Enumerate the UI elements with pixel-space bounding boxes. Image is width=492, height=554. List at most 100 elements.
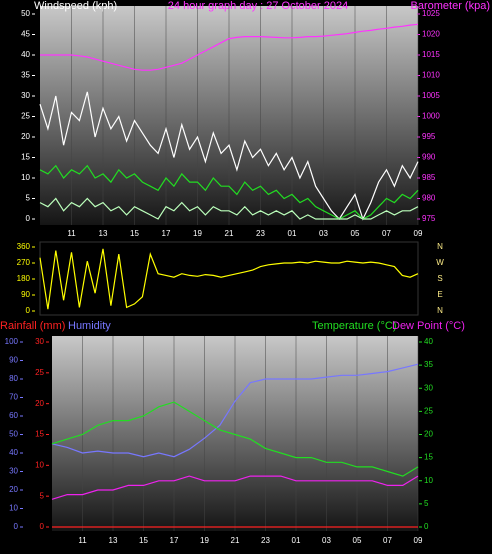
y-tick-label: 270	[17, 258, 31, 267]
chart-title: 24 hour graph day : 27 October 2024	[168, 0, 348, 12]
plot-area	[39, 241, 419, 316]
x-tick-label: 03	[319, 229, 328, 238]
x-tick-label: 11	[78, 536, 87, 545]
series-line	[51, 475, 419, 500]
x-tick-label: 21	[225, 229, 234, 238]
y3-tick-label: 0	[14, 522, 19, 531]
x-tick-label: 15	[130, 229, 139, 238]
x-tick-label: 09	[414, 536, 423, 545]
y-tick-label: 40	[21, 50, 30, 59]
series-line	[51, 401, 419, 477]
x-tick-label: 09	[414, 229, 423, 238]
y3-tick-label: 70	[9, 393, 18, 402]
x-tick-label: 13	[99, 229, 108, 238]
y2-axis-label: Temperature (°C)	[312, 320, 396, 332]
series-line	[39, 197, 419, 220]
y2-tick-label: 980	[422, 194, 436, 203]
y2-tick-label: 985	[422, 173, 436, 182]
y3-tick-label: 10	[9, 504, 18, 513]
y3-tick-label: 100	[5, 337, 19, 346]
y2-tick-label: 990	[422, 153, 436, 162]
y2-tick-label: 1015	[422, 50, 440, 59]
x-tick-label: 07	[383, 536, 392, 545]
y3-tick-label: 20	[9, 485, 18, 494]
y2-tick-label: E	[437, 290, 442, 299]
y2-tick-label: 35	[424, 360, 433, 369]
y-tick-label: 180	[17, 274, 31, 283]
y3-tick-label: 60	[9, 411, 18, 420]
y-axis-label: Windspeed (kph)	[34, 0, 117, 12]
y-tick-label: 15	[35, 430, 44, 439]
x-tick-label: 19	[200, 536, 209, 545]
y2-tick-label: 0	[424, 522, 429, 531]
series-line	[39, 164, 419, 220]
x-tick-label: 23	[256, 229, 265, 238]
y2-tick-label: 1025	[422, 9, 440, 18]
y-tick-label: 0	[26, 214, 31, 223]
y2-tick-label: N	[437, 306, 443, 315]
y2-tick-label: 30	[424, 383, 433, 392]
x-tick-label: 17	[162, 229, 171, 238]
y2-tick-label: 15	[424, 453, 433, 462]
x-tick-label: 01	[292, 536, 301, 545]
y3-tick-label: 80	[9, 374, 18, 383]
y2-tick-label: 995	[422, 132, 436, 141]
y3-tick-label: 90	[9, 356, 18, 365]
y3-tick-label: 50	[9, 430, 18, 439]
y3-axis-label: Humidity	[68, 320, 111, 332]
y2-tick-label: 1000	[422, 112, 440, 121]
y-axis-label: Rainfall (mm)	[0, 320, 65, 332]
y-tick-label: 0	[26, 306, 31, 315]
y2-tick-label: 1010	[422, 71, 440, 80]
x-tick-label: 11	[67, 229, 76, 238]
y3-tick-label: 30	[9, 467, 18, 476]
x-tick-label: 07	[382, 229, 391, 238]
y2-tick-label: 5	[424, 499, 429, 508]
y-tick-label: 50	[21, 9, 30, 18]
y2-tick-label: 25	[424, 406, 433, 415]
x-tick-label: 19	[193, 229, 202, 238]
x-tick-label: 05	[351, 229, 360, 238]
series-line	[39, 248, 419, 310]
x-tick-label: 13	[109, 536, 118, 545]
y-tick-label: 20	[35, 399, 44, 408]
y2-tick-label: 1005	[422, 91, 440, 100]
y-tick-label: 0	[40, 522, 45, 531]
y2-tick-label: S	[437, 274, 442, 283]
y-tick-label: 25	[35, 368, 44, 377]
y3-tick-label: 40	[9, 448, 18, 457]
y-tick-label: 5	[26, 194, 31, 203]
x-tick-label: 21	[231, 536, 240, 545]
y-tick-label: 360	[17, 242, 31, 251]
y-tick-label: 25	[21, 112, 30, 121]
y-tick-label: 5	[40, 491, 45, 500]
y2-tick-label: 10	[424, 476, 433, 485]
x-tick-label: 05	[353, 536, 362, 545]
y-tick-label: 30	[35, 337, 44, 346]
y2-tick-label: N	[437, 242, 443, 251]
y-tick-label: 45	[21, 30, 30, 39]
y2-tick-label: 975	[422, 214, 436, 223]
x-tick-label: 23	[261, 536, 270, 545]
y2-tick-label: 40	[424, 337, 433, 346]
y2-tick-label: 20	[424, 430, 433, 439]
x-tick-label: 03	[322, 536, 331, 545]
y-tick-label: 90	[21, 290, 30, 299]
x-tick-label: 15	[139, 536, 148, 545]
x-tick-label: 01	[288, 229, 297, 238]
y-tick-label: 30	[21, 91, 30, 100]
y2-tick-label: W	[436, 258, 444, 267]
series-line	[51, 363, 419, 458]
y2-tick-label: 1020	[422, 30, 440, 39]
y-tick-label: 10	[21, 173, 30, 182]
x-tick-label: 17	[170, 536, 179, 545]
y-tick-label: 20	[21, 132, 30, 141]
y-tick-label: 35	[21, 71, 30, 80]
y2-axis-label: Dew Point (°C)	[392, 320, 465, 332]
series-line	[40, 23, 419, 71]
series-line	[39, 91, 419, 221]
y-tick-label: 10	[35, 460, 44, 469]
y-tick-label: 15	[21, 153, 30, 162]
